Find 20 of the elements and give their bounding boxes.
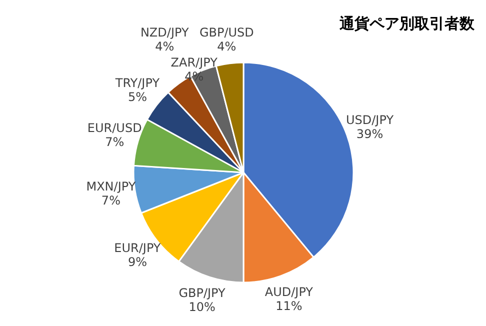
- slice-label: MXN/JPY: [86, 179, 136, 194]
- data-label: 9%: [128, 254, 147, 269]
- data-label: 39%: [356, 127, 384, 142]
- chart-title: 通貨ペア別取引者数: [338, 14, 476, 32]
- slice-label: NZD/JPY: [140, 25, 190, 40]
- slice-label: EUR/JPY: [114, 240, 162, 255]
- slice-label: USD/JPY: [346, 113, 394, 128]
- data-label: 10%: [188, 300, 216, 314]
- slice-label: GBP/JPY: [178, 286, 226, 300]
- slice-label: TRY/JPY: [114, 76, 160, 90]
- data-label: 7%: [105, 135, 124, 150]
- slice-label: AUD/JPY: [264, 284, 314, 299]
- data-label: 5%: [128, 90, 147, 104]
- data-label: 4%: [217, 39, 236, 54]
- slice-label: GBP/USD: [199, 25, 254, 40]
- data-label: 7%: [101, 193, 120, 208]
- data-label: 4%: [155, 39, 174, 54]
- slice-label: ZAR/JPY: [170, 55, 218, 70]
- data-label: 11%: [276, 298, 302, 313]
- slice-label: EUR/USD: [87, 121, 142, 136]
